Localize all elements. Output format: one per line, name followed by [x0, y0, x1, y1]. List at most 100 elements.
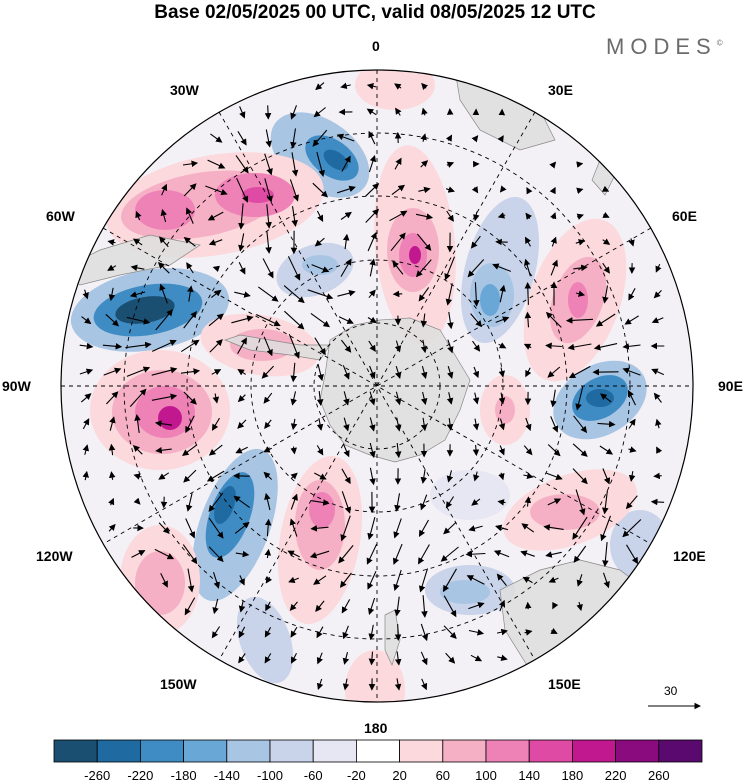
- wind-vector: [205, 185, 228, 196]
- wind-vector: [132, 445, 143, 455]
- wind-vector: [340, 211, 352, 220]
- wind-vector: [421, 107, 428, 116]
- wind-vector: [264, 492, 271, 511]
- wind-vector: [392, 543, 403, 565]
- wind-vector: [184, 597, 196, 616]
- antarctic-peninsula: [223, 334, 331, 361]
- colorbar-tick-label: 100: [475, 768, 497, 783]
- colorbar-tick-label: -60: [303, 768, 323, 783]
- colorbar-tick-label: -220: [127, 768, 154, 783]
- wind-vector: [420, 160, 429, 168]
- wind-vector: [337, 185, 356, 194]
- wind-vector: [495, 316, 510, 323]
- wind-vector: [498, 472, 505, 481]
- colorbar-bin: [269, 739, 314, 763]
- wind-vector: [317, 363, 324, 382]
- wind-vectors: [79, 82, 665, 691]
- wind-vector: [421, 678, 428, 691]
- colorbar-bin: [572, 739, 617, 763]
- wind-vector: [543, 524, 564, 531]
- wind-vector: [312, 129, 328, 147]
- wind-vector: [212, 572, 220, 589]
- wind-vector: [108, 287, 116, 302]
- wind-vector: [443, 521, 457, 535]
- wind-vector: [310, 524, 329, 532]
- wind-vector: [154, 548, 175, 560]
- wind-vector: [498, 392, 506, 405]
- wind-vector: [237, 419, 247, 429]
- wind-vector: [290, 493, 298, 510]
- wind-vector: [547, 444, 561, 457]
- wind-vector: [234, 291, 251, 298]
- wind-vector: [265, 204, 272, 229]
- wind-vector: [549, 186, 556, 195]
- wind-vector: [238, 575, 245, 586]
- wind-vector: [368, 130, 376, 145]
- wind-vector: [238, 600, 246, 613]
- wind-vector: [498, 367, 506, 378]
- wind-vector: [545, 342, 562, 350]
- wind-vector: [237, 369, 246, 376]
- wind-vector: [208, 239, 223, 246]
- wind-vector: [393, 518, 402, 539]
- wind-vector: [187, 568, 195, 593]
- wind-vector: [651, 368, 665, 376]
- wind-vector: [394, 624, 402, 641]
- wind-vector: [470, 654, 483, 662]
- wind-vector: [264, 518, 272, 537]
- wind-vector: [525, 367, 532, 378]
- wind-vector: [547, 366, 561, 378]
- wind-vector: [311, 499, 330, 506]
- wind-vector: [550, 389, 557, 408]
- wind-vector: [208, 517, 224, 539]
- wind-vector: [291, 206, 298, 227]
- wind-vector: [420, 313, 428, 328]
- wind-vector: [264, 548, 272, 559]
- wind-vector: [468, 629, 485, 636]
- wind-vector: [470, 235, 481, 249]
- wind-vector: [231, 315, 254, 324]
- wind-vector: [394, 442, 402, 459]
- wind-vector: [525, 417, 532, 432]
- wind-vector: [550, 416, 559, 433]
- wind-vector: [105, 391, 119, 405]
- wind-vector: [420, 365, 428, 379]
- wind-vector: [290, 128, 297, 149]
- wind-vector: [342, 233, 350, 250]
- colorbar-tick-label: -20: [346, 768, 366, 783]
- wind-vector: [445, 186, 455, 193]
- wind-vector: [602, 468, 611, 485]
- wind-vector: [366, 108, 377, 116]
- map-title: Base 02/05/2025 00 UTC, valid 08/05/2025…: [154, 2, 596, 23]
- wind-vector: [576, 161, 584, 168]
- wind-vector: [576, 601, 583, 612]
- wind-vector: [289, 518, 298, 537]
- wind-vector: [238, 262, 246, 275]
- wind-vector: [497, 654, 508, 662]
- colorbar-bin: [399, 739, 444, 763]
- wind-vector: [525, 212, 533, 220]
- wind-vector: [628, 238, 635, 247]
- wind-vector: [472, 444, 480, 457]
- colorbar-tick-label: 180: [561, 768, 584, 783]
- wind-vector: [108, 497, 115, 506]
- colorbar-tick-label: 140: [518, 768, 541, 783]
- wind-vector: [446, 470, 454, 483]
- wind-vector: [290, 362, 297, 383]
- wind-vector: [369, 442, 376, 459]
- wind-vector: [567, 343, 592, 351]
- wind-vector: [341, 468, 351, 485]
- wind-vector: [524, 282, 532, 305]
- wind-vector: [290, 472, 298, 480]
- wind-vector: [264, 419, 272, 429]
- wind-vector: [264, 153, 273, 176]
- wind-vector: [473, 282, 480, 307]
- wind-vector: [290, 446, 297, 455]
- colorbar-bin: [139, 739, 184, 763]
- wind-vector: [183, 311, 197, 329]
- wind-vector: [498, 418, 506, 431]
- wind-vector: [568, 365, 591, 379]
- wind-vector: [602, 262, 610, 274]
- wind-vector: [416, 233, 432, 251]
- wind-vector: [622, 343, 641, 350]
